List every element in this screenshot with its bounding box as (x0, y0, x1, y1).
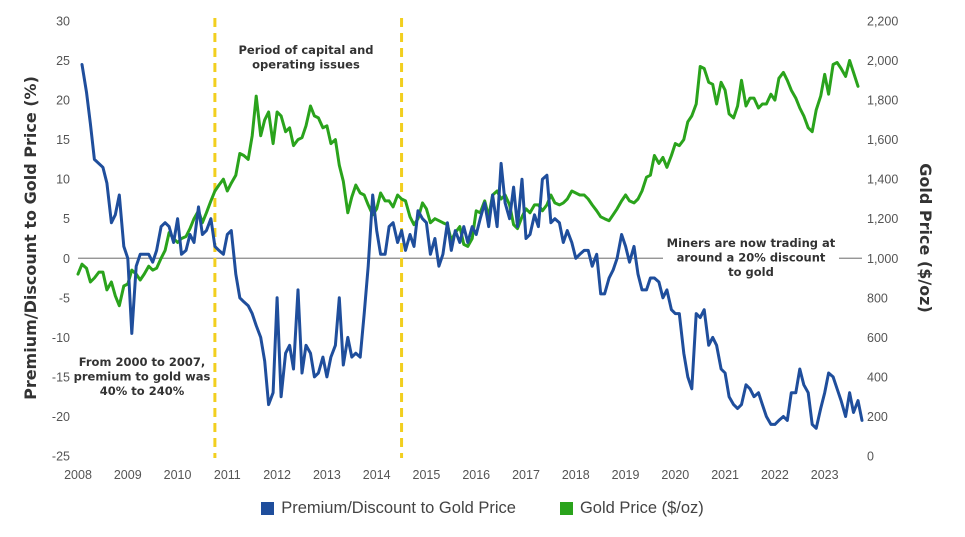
y-tick-label: -5 (59, 291, 70, 305)
x-tick-label: 2012 (263, 468, 291, 482)
y2-tick-label: 200 (867, 410, 888, 424)
x-tick-label: 2018 (562, 468, 590, 482)
x-tick-label: 2023 (811, 468, 839, 482)
y2-tick-label: 1,400 (867, 173, 898, 187)
annotation-line: to gold (728, 265, 774, 279)
y-tick-label: 20 (56, 94, 70, 108)
series-line-gold-price[interactable] (76, 59, 860, 308)
x-tick-label: 2008 (64, 468, 92, 482)
x-tick-label: 2016 (462, 468, 490, 482)
legend-label-gold: Gold Price ($/oz) (579, 498, 704, 517)
legend: Premium/Discount to Gold Price Gold Pric… (0, 495, 965, 521)
y2-tick-label: 1,200 (867, 212, 898, 226)
y-tick-label: 25 (56, 54, 70, 68)
y-tick-label: -10 (52, 331, 70, 345)
annotation-line: 40% to 240% (100, 384, 185, 398)
x-tick-label: 2014 (363, 468, 391, 482)
annotation-line: Miners are now trading at (667, 236, 836, 250)
annotation-2: From 2000 to 2007, premium to gold was 40%… (74, 355, 211, 398)
x-tick-label: 2015 (413, 468, 441, 482)
legend-item-gold[interactable]: Gold Price ($/oz) (559, 498, 704, 518)
y2-tick-label: 2,000 (867, 54, 898, 68)
x-tick-label: 2017 (512, 468, 540, 482)
y-tick-label: -20 (52, 410, 70, 424)
annotation-line: Period of capital and (238, 43, 373, 57)
y-tick-label: -25 (52, 450, 70, 464)
y-tick-label: -15 (52, 370, 70, 384)
x-tick-label: 2020 (661, 468, 689, 482)
y2-tick-label: 1,800 (867, 94, 898, 108)
x-tick-label: 2021 (711, 468, 739, 482)
y2-tick-label: 1,600 (867, 133, 898, 147)
y2-tick-label: 800 (867, 291, 888, 305)
x-axis-ticks: 2008 2009 2010 2011 2012 2013 2014 2015 2016 2017… (64, 468, 839, 482)
legend-label-premium: Premium/Discount to Gold Price (281, 498, 516, 517)
legend-swatch-gold (559, 501, 573, 515)
y-tick-label: 10 (56, 173, 70, 187)
y-axis-left-title: Premium/Discount to Gold Price (%) (21, 76, 40, 400)
y-tick-label: 0 (63, 252, 70, 266)
legend-item-premium[interactable]: Premium/Discount to Gold Price (261, 499, 516, 518)
y2-tick-label: 1,000 (867, 252, 898, 266)
y2-tick-label: 2,200 (867, 15, 898, 29)
x-tick-label: 2013 (313, 468, 341, 482)
y-axis-right-title: Gold Price ($/oz) (916, 163, 935, 313)
x-tick-label: 2010 (164, 468, 192, 482)
y-axis-right-ticks: 2,200 2,000 1,800 1,600 1,400 1,200 1,000 800 60… (867, 15, 898, 464)
y2-tick-label: 600 (867, 331, 888, 345)
annotation-line: From 2000 to 2007, (79, 355, 205, 369)
x-tick-label: 2019 (612, 468, 640, 482)
x-tick-label: 2011 (214, 468, 241, 482)
annotation-line: premium to gold was (74, 370, 211, 384)
annotation-backdrop (663, 235, 839, 283)
y-axis-left-ticks: 30 25 20 15 10 5 0 -5 -10 -15 -20 -25 (52, 15, 70, 464)
annotation-0: Period of capital and operating issues (238, 43, 373, 72)
series-lines (76, 59, 864, 430)
y2-tick-label: 0 (867, 450, 874, 464)
y-tick-label: 30 (56, 15, 70, 29)
legend-swatch-premium (261, 501, 275, 515)
x-tick-label: 2009 (114, 468, 142, 482)
annotation-1: Miners are now trading at around a 20% di… (667, 236, 836, 279)
x-tick-label: 2022 (761, 468, 789, 482)
annotation-line: operating issues (252, 58, 360, 72)
annotation-line: around a 20% discount (677, 251, 826, 265)
y-tick-label: 5 (63, 212, 70, 226)
y-tick-label: 15 (56, 133, 70, 147)
y2-tick-label: 400 (867, 370, 888, 384)
series-line-premium[interactable] (80, 63, 864, 430)
annotations: Period of capital and operating issues Min… (74, 43, 839, 398)
